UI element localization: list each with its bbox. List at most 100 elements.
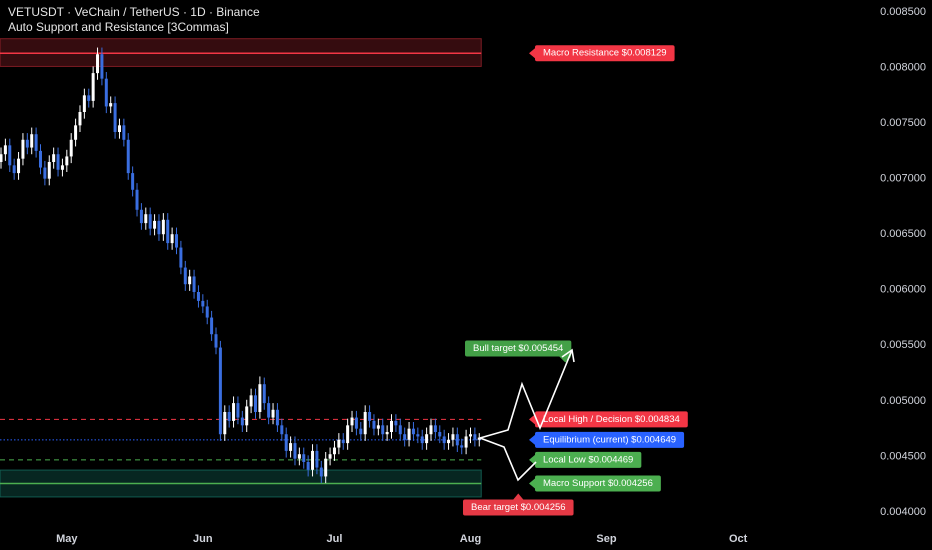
candle-body <box>192 276 196 292</box>
label-pointer <box>529 434 535 445</box>
candle-body <box>280 425 284 435</box>
candle-body <box>368 412 372 421</box>
candle-body <box>381 425 385 435</box>
candle-body <box>236 403 240 418</box>
level-label-text: Local Low $0.004469 <box>543 454 633 465</box>
candle-body <box>214 334 218 348</box>
candle-body <box>166 219 170 244</box>
candle-body <box>253 395 257 412</box>
candle-body <box>43 167 47 179</box>
x-tick-label: Oct <box>729 533 748 545</box>
level-label: Macro Resistance $0.008129 <box>529 45 675 62</box>
arrow-head <box>561 348 575 363</box>
candle-body <box>47 162 51 179</box>
candle-body <box>170 234 174 244</box>
candle-body <box>403 434 407 440</box>
candle-body <box>205 306 209 318</box>
candle-body <box>477 437 481 440</box>
candle-body <box>0 154 3 162</box>
candle-body <box>104 78 108 107</box>
candle-body <box>161 219 165 235</box>
level-label: Bull target $0.005454 <box>465 340 572 363</box>
candle-body <box>311 450 315 470</box>
candle-body <box>376 425 380 429</box>
x-tick-label: Sep <box>596 533 616 545</box>
level-label-box <box>535 451 642 468</box>
candle-body <box>359 428 363 435</box>
candle-body <box>74 125 78 140</box>
candle-body <box>12 165 16 174</box>
candle-body <box>262 384 266 404</box>
label-pointer <box>513 493 524 500</box>
x-tick-label: May <box>56 533 78 545</box>
candle-body <box>284 434 288 451</box>
candle-body <box>447 439 451 444</box>
candle-body <box>249 395 253 407</box>
candle-body <box>315 450 319 468</box>
candle-body <box>289 443 293 451</box>
y-tick-label: 0.006000 <box>880 284 926 296</box>
candle-body <box>52 154 56 162</box>
bear-projection <box>479 437 537 482</box>
label-pointer <box>529 414 535 425</box>
candle-body <box>275 409 279 426</box>
level-label-text: Bear target $0.004256 <box>471 502 566 513</box>
candle-body <box>398 425 402 435</box>
candle-body <box>56 154 60 170</box>
candle-body <box>139 209 143 224</box>
level-label-box <box>535 45 675 62</box>
candle-body <box>82 95 86 112</box>
candle-body <box>65 156 69 166</box>
candle-body <box>21 139 25 159</box>
candle-body <box>258 384 262 412</box>
candle-body <box>17 158 21 174</box>
candle-body <box>223 412 227 435</box>
candle-body <box>385 432 389 435</box>
candle-body <box>464 436 468 448</box>
candle-body <box>34 134 38 151</box>
candle-body <box>210 317 214 335</box>
candle-body <box>3 145 7 155</box>
candle-body <box>100 54 104 79</box>
level-label: Local High / Decision $0.004834 <box>529 411 688 428</box>
candle-body <box>468 434 472 437</box>
y-tick-label: 0.006500 <box>880 228 926 240</box>
projection <box>479 348 575 482</box>
y-tick-label: 0.008500 <box>880 6 926 18</box>
candle-body <box>153 220 157 229</box>
y-tick-label: 0.007000 <box>880 173 926 185</box>
candle-body <box>96 54 100 74</box>
candle-body <box>245 406 249 426</box>
candle-body <box>363 412 367 435</box>
candle-body <box>442 436 446 444</box>
candle-body <box>451 434 455 440</box>
level-label-box <box>535 431 685 448</box>
label-pointer <box>529 454 535 465</box>
candle-body <box>420 436 424 444</box>
level-label-text: Local High / Decision $0.004834 <box>543 414 680 425</box>
candle-body <box>293 443 297 459</box>
level-label-text: Macro Resistance $0.008129 <box>543 48 667 59</box>
candle-body <box>8 145 12 166</box>
candle-body <box>425 434 429 444</box>
candle-body <box>175 234 179 248</box>
level-label: Bear target $0.004256 <box>463 493 574 516</box>
label-pointer <box>529 48 535 59</box>
candle-body <box>324 458 328 477</box>
y-tick-label: 0.007500 <box>880 117 926 129</box>
candle-body <box>227 412 231 421</box>
candle-body <box>433 425 437 432</box>
candle-body <box>122 125 126 140</box>
level-label-text: Macro Support $0.004256 <box>543 478 653 489</box>
candle-body <box>201 300 205 307</box>
candle-body <box>126 139 130 174</box>
candle-body <box>416 434 420 437</box>
candle-body <box>271 409 275 418</box>
level-label-box <box>463 499 574 516</box>
candle-body <box>302 454 306 462</box>
candle-body <box>319 467 323 477</box>
chart-title: VETUSDT · VeChain / TetherUS · 1D · Bina… <box>8 5 260 19</box>
candle-body <box>429 425 433 435</box>
candle-body <box>407 428 411 440</box>
